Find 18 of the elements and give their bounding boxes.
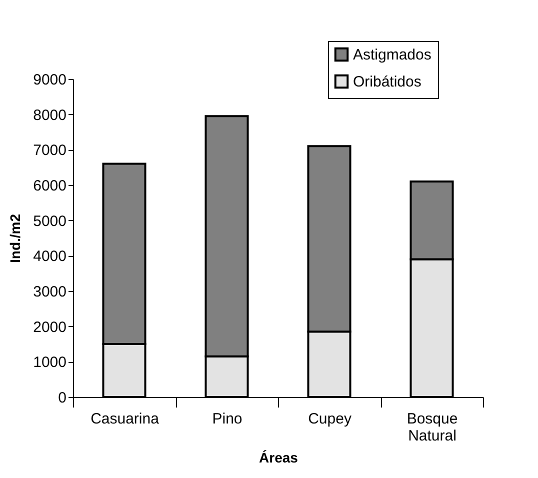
y-tick-label: 5000 — [33, 212, 66, 230]
y-tick-label: 2000 — [33, 318, 66, 336]
y-tick-label: 1000 — [33, 354, 66, 372]
y-tick-label: 0 — [58, 390, 66, 406]
y-tick-label: 7000 — [33, 142, 66, 160]
y-axis-title: Ind./m2 — [7, 214, 24, 264]
legend-label: Oribátidos — [353, 74, 422, 90]
x-tick-label: Casuarina — [90, 410, 160, 428]
y-tick-label: 6000 — [33, 178, 66, 194]
y-tick-label: 3000 — [33, 284, 66, 300]
x-tick-label: Pino — [212, 410, 242, 428]
legend-label: Astigmados — [353, 46, 432, 64]
x-tick-label: Bosque Natural — [406, 410, 458, 444]
y-tick-label: 9000 — [33, 72, 66, 88]
y-tick-label: 4000 — [33, 248, 66, 266]
x-axis-title: Áreas — [259, 450, 298, 466]
y-tick-label: 8000 — [33, 106, 66, 124]
x-tick-label: Cupey — [308, 410, 352, 428]
